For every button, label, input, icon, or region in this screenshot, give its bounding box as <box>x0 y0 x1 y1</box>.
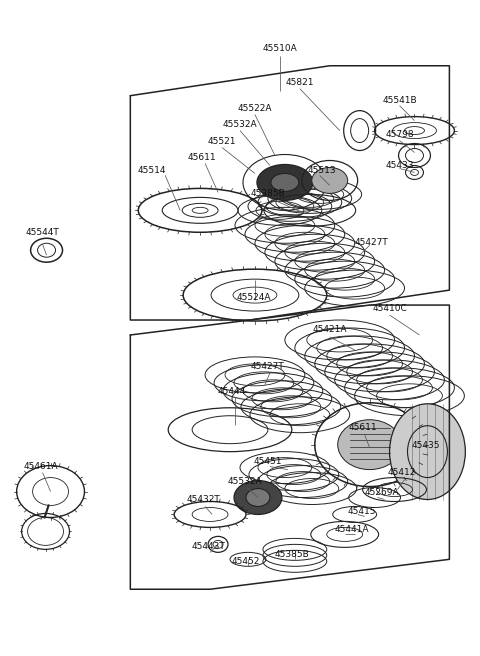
Ellipse shape <box>271 173 299 192</box>
Text: 45410C: 45410C <box>372 304 407 312</box>
Text: 45444: 45444 <box>218 387 246 396</box>
Text: 45522A: 45522A <box>238 104 272 113</box>
Text: 45541B: 45541B <box>382 96 417 105</box>
Text: 45441A: 45441A <box>335 525 369 534</box>
Text: 45544T: 45544T <box>26 228 60 237</box>
Text: 45611: 45611 <box>188 153 216 162</box>
Text: 45443T: 45443T <box>191 542 225 551</box>
Ellipse shape <box>246 489 270 506</box>
Text: 45385B: 45385B <box>251 189 285 198</box>
Text: 45461A: 45461A <box>23 462 58 471</box>
Text: 45427T: 45427T <box>251 362 285 371</box>
Text: 45798: 45798 <box>385 130 414 139</box>
Text: 45524A: 45524A <box>237 293 271 302</box>
Text: 45432T: 45432T <box>186 495 220 504</box>
Ellipse shape <box>338 420 402 470</box>
Text: 45435: 45435 <box>411 441 440 450</box>
Text: 45532A: 45532A <box>223 120 257 129</box>
Text: 45521: 45521 <box>208 137 236 146</box>
Text: 45433: 45433 <box>385 161 414 170</box>
Text: 45421A: 45421A <box>312 325 347 335</box>
Text: 45412: 45412 <box>387 468 416 477</box>
Text: 45269A: 45269A <box>364 488 399 497</box>
Ellipse shape <box>390 404 465 499</box>
Ellipse shape <box>257 165 313 200</box>
Text: 45611: 45611 <box>348 423 377 432</box>
Ellipse shape <box>312 167 348 194</box>
Text: 45510A: 45510A <box>263 45 297 53</box>
Text: 45532A: 45532A <box>228 477 262 486</box>
Text: 45415: 45415 <box>348 507 376 516</box>
Text: 45452: 45452 <box>232 557 260 566</box>
Text: 45451: 45451 <box>253 457 282 466</box>
Text: 45514: 45514 <box>138 166 167 175</box>
Text: 45385B: 45385B <box>275 550 309 559</box>
Text: 45427T: 45427T <box>355 237 388 247</box>
Ellipse shape <box>234 481 282 514</box>
Text: 45821: 45821 <box>286 78 314 87</box>
Text: 45513: 45513 <box>308 166 336 175</box>
